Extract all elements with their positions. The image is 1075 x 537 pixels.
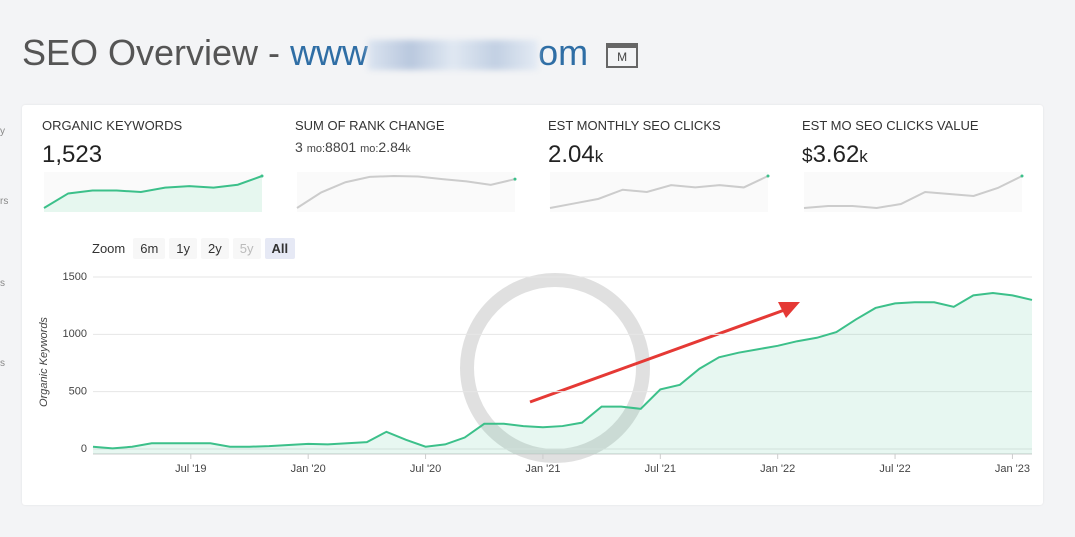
url-start: www [290, 32, 369, 73]
arrow-head [778, 302, 800, 318]
page-title: SEO Overview - www om M [22, 32, 639, 74]
watermark [460, 273, 650, 463]
y-tick-label: 500 [69, 386, 87, 398]
metric-value: $3.62k [802, 141, 1027, 169]
metric: SUM OF RANK CHANGE 3 mo:8801 mo:2.84k [295, 118, 520, 155]
metric-value: 1,523 [42, 141, 103, 168]
sparkline-end [260, 174, 264, 178]
x-tick-label: Jul '22 [879, 463, 910, 475]
zoom-button[interactable]: 5y [232, 238, 261, 259]
rank-period: mo: [360, 143, 379, 155]
sparkline-end [1020, 174, 1024, 178]
rank-value: 8801 [325, 139, 357, 155]
metric-value: 3 mo:8801 mo:2.84k [295, 139, 520, 155]
value: 3.62 [812, 141, 860, 168]
sparkline-area [44, 176, 262, 212]
zoom-button[interactable]: 2y [201, 238, 229, 259]
rank-value: 2.84 [378, 139, 406, 155]
sparkline-end [766, 174, 770, 178]
y-tick-label: 1500 [63, 271, 87, 283]
y-tick-label: 0 [81, 443, 87, 455]
url-end: om [538, 32, 589, 73]
sidebar-item[interactable]: s [0, 358, 5, 369]
rank-prefix: 3 [295, 139, 303, 155]
overview-card [22, 105, 1043, 505]
sidebar-item[interactable]: s [0, 278, 5, 289]
zoom-bar: Zoom 6m 1y 2y 5y All [92, 238, 296, 259]
y-axis-title: Organic Keywords [38, 317, 50, 407]
metric-label: EST MO SEO CLICKS VALUE [802, 118, 979, 133]
sparkline [549, 175, 769, 209]
metric-label: SUM OF RANK CHANGE [295, 118, 445, 133]
sidebar-item[interactable]: rs [0, 196, 9, 207]
metric-label: EST MONTHLY SEO CLICKS [548, 118, 721, 133]
metric-value: 2.04k [548, 141, 773, 169]
metric: ORGANIC KEYWORDS 1,523 [42, 118, 267, 169]
zoom-button[interactable]: 1y [169, 238, 198, 259]
metric-label: ORGANIC KEYWORDS [42, 118, 183, 133]
unit: k [405, 144, 411, 155]
badge-icon[interactable]: M [606, 42, 639, 68]
zoom-button[interactable]: 6m [133, 238, 166, 259]
x-tick-label: Jan '23 [995, 463, 1030, 475]
currency: $ [802, 146, 813, 167]
x-tick-label: Jul '19 [175, 463, 206, 475]
sparkline-bg [297, 172, 515, 212]
line [92, 292, 1033, 450]
unit: k [594, 147, 604, 166]
domain-link[interactable]: www om [290, 32, 588, 73]
x-tick-label: Jul '20 [410, 463, 441, 475]
sparkline [296, 174, 516, 209]
sparkline [43, 175, 263, 209]
x-tick-label: Jul '21 [645, 463, 676, 475]
value: 2.04 [548, 141, 595, 168]
area [93, 293, 1032, 454]
x-tick-label: Jan '21 [525, 463, 560, 475]
sparkline-bg [550, 172, 768, 212]
sparkline [803, 175, 1023, 210]
annotation-arrow [529, 306, 791, 404]
x-tick-label: Jan '20 [291, 463, 326, 475]
zoom-button[interactable]: All [264, 238, 296, 259]
metric: EST MO SEO CLICKS VALUE $3.62k [802, 118, 1027, 169]
sparkline-end [513, 177, 517, 181]
metric: EST MONTHLY SEO CLICKS 2.04k [548, 118, 773, 169]
unit: k [859, 147, 868, 166]
zoom-label: Zoom [92, 241, 126, 256]
y-tick-label: 1000 [63, 328, 87, 340]
x-tick-label: Jan '22 [760, 463, 795, 475]
title-text: SEO Overview - [22, 32, 291, 73]
rank-period: mo: [306, 143, 326, 155]
blurred-domain [368, 40, 539, 71]
sidebar-item[interactable]: y [0, 126, 5, 137]
